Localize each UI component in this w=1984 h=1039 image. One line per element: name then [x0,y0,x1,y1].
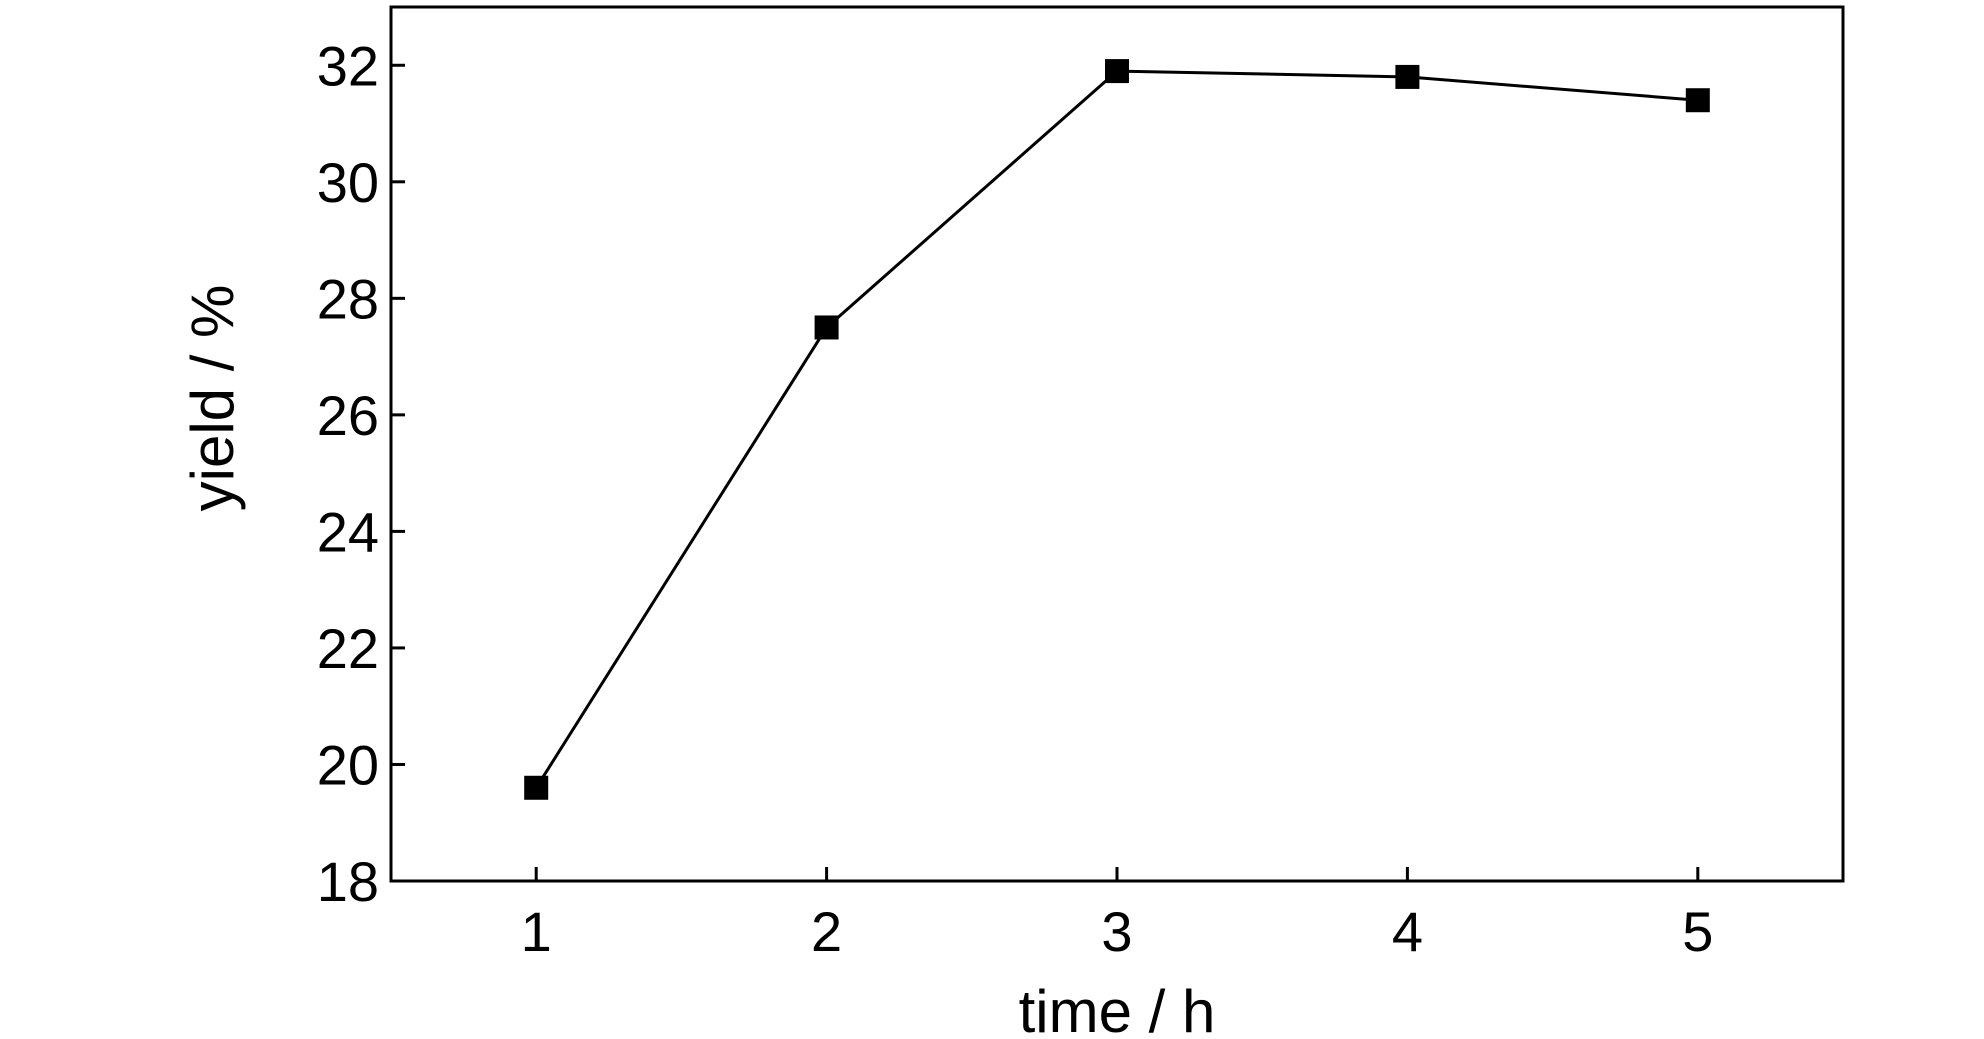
data-point-marker [1395,64,1420,89]
x-tick-label: 4 [1392,900,1423,963]
y-tick-label: 24 [317,500,379,563]
data-point-marker [1105,59,1129,84]
series-markers [524,59,1710,800]
x-tick-label: 3 [1101,900,1132,963]
y-tick-label: 28 [317,267,379,330]
y-tick-label: 20 [317,733,379,796]
data-point-marker [1685,88,1710,113]
data-point-marker [814,315,839,340]
x-tick-label: 2 [811,900,842,963]
x-axis-title: time / h [1019,978,1216,1039]
y-tick-label: 26 [317,384,379,447]
y-tick-label: 32 [317,34,379,97]
y-axis-ticks [391,63,405,883]
x-axis-ticks [534,867,1700,881]
data-point-marker [524,775,549,800]
x-tick-label: 1 [521,900,552,963]
y-tick-label: 30 [317,151,379,214]
y-axis-title: yield / % [179,285,246,512]
x-tick-label: 5 [1682,900,1713,963]
y-tick-label: 22 [317,617,379,680]
x-axis-tick-labels: 1 2 3 4 5 [521,900,1714,963]
y-axis-tick-labels: 18 20 22 24 26 28 30 32 [317,34,379,913]
y-tick-label: 18 [317,850,379,913]
